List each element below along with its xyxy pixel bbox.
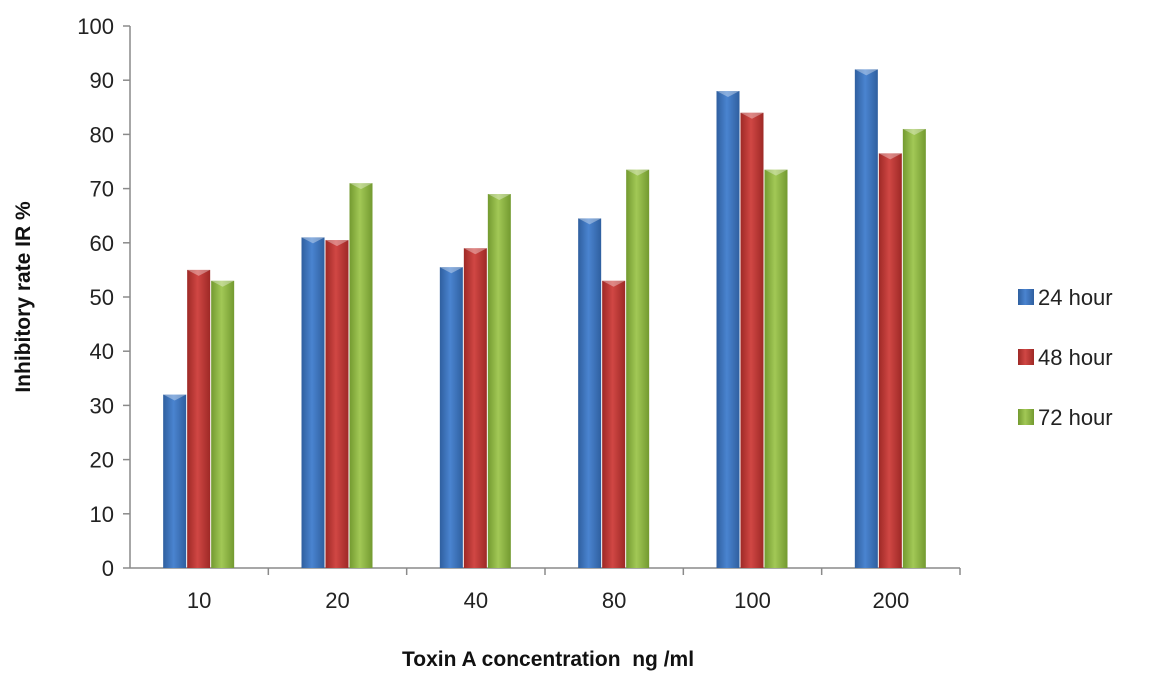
bar-48-hour-100 [740, 112, 764, 568]
bar-24-hour-80 [578, 218, 602, 568]
bars [163, 69, 926, 569]
y-tick-label: 90 [90, 68, 114, 93]
y-tick-label: 20 [90, 448, 114, 473]
bar-top-bevel [578, 218, 602, 225]
y-tick-label: 50 [90, 285, 114, 310]
bar-72-hour-20 [349, 183, 373, 568]
bar-top-bevel [325, 240, 349, 247]
bar-top-bevel [301, 237, 325, 244]
bar-48-hour-80 [602, 280, 626, 568]
bar-top-bevel [187, 269, 211, 276]
bar-48-hour-40 [463, 248, 487, 568]
y-tick-label: 60 [90, 231, 114, 256]
bar-24-hour-200 [854, 69, 878, 569]
bar-top-bevel [602, 280, 626, 287]
bar-48-hour-20 [325, 240, 349, 568]
bar-top-bevel [349, 183, 373, 190]
bar-top-bevel [211, 280, 235, 287]
x-axis-title: Toxin A concentration ng /ml [402, 648, 694, 671]
y-ticks: 0 10 20 30 40 50 60 70 80 90 100 [77, 14, 130, 581]
legend-label: 24 hour [1038, 285, 1113, 310]
bar-72-hour-40 [487, 194, 511, 568]
legend: 24 hour 48 hour 72 hour [1018, 285, 1113, 430]
bar-48-hour-10 [187, 269, 211, 568]
bar-top-bevel [764, 169, 788, 176]
bar-top-bevel [626, 169, 650, 176]
y-tick-label: 70 [90, 177, 114, 202]
bar-top-bevel [463, 248, 487, 255]
bar-top-bevel [716, 91, 740, 98]
x-tick-label: 200 [872, 588, 909, 613]
x-tick-label: 40 [464, 588, 488, 613]
bar-top-bevel [740, 112, 764, 119]
bar-top-bevel [878, 153, 902, 160]
legend-swatch-24-hour [1018, 289, 1034, 305]
bar-72-hour-10 [211, 280, 235, 568]
x-tick-label: 20 [325, 588, 349, 613]
y-axis-title: Inhibitory rate IR % [12, 201, 35, 393]
bar-top-bevel [439, 267, 463, 274]
y-tick-label: 40 [90, 339, 114, 364]
bar-24-hour-40 [439, 267, 463, 568]
x-tick-label: 10 [187, 588, 211, 613]
bar-top-bevel [487, 194, 511, 201]
bar-72-hour-100 [764, 169, 788, 568]
y-tick-label: 10 [90, 502, 114, 527]
legend-label: 72 hour [1038, 405, 1113, 430]
bar-top-bevel [902, 128, 926, 135]
legend-label: 48 hour [1038, 345, 1113, 370]
y-tick-label: 80 [90, 122, 114, 147]
y-tick-label: 100 [77, 14, 114, 39]
legend-swatch-48-hour [1018, 349, 1034, 365]
bar-72-hour-80 [626, 169, 650, 568]
bar-24-hour-20 [301, 237, 325, 568]
x-ticks: 10 20 40 80 100 200 [187, 568, 961, 613]
x-tick-label: 100 [734, 588, 771, 613]
bar-24-hour-100 [716, 91, 740, 568]
legend-swatch-72-hour [1018, 409, 1034, 425]
x-tick-label: 80 [602, 588, 626, 613]
bar-24-hour-10 [163, 394, 187, 568]
y-tick-label: 0 [102, 556, 114, 581]
bar-48-hour-200 [878, 153, 902, 568]
bar-top-bevel [163, 394, 187, 401]
bar-72-hour-200 [902, 128, 926, 569]
axes [129, 26, 960, 569]
y-tick-label: 30 [90, 393, 114, 418]
bar-top-bevel [854, 69, 878, 76]
